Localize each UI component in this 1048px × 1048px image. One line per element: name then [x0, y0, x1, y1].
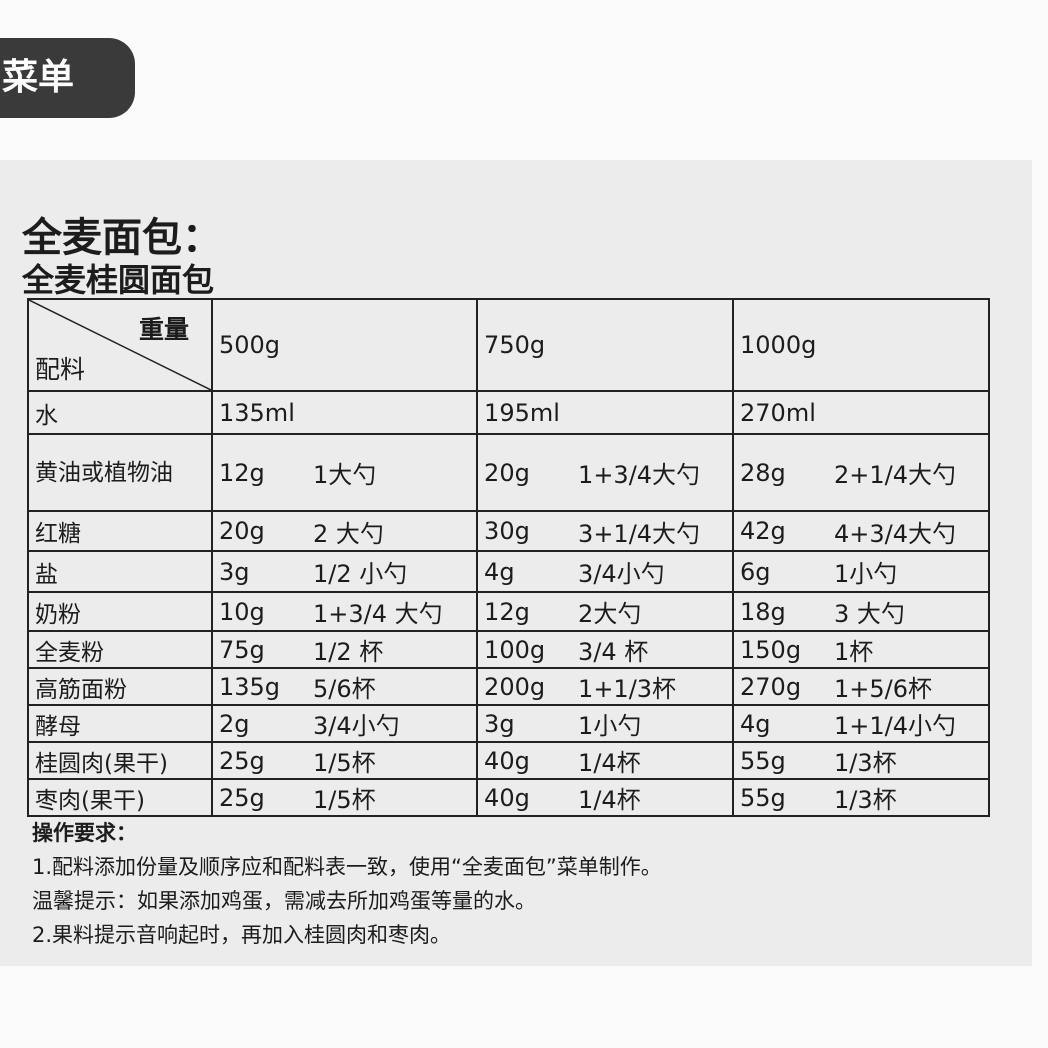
measure-cell: 1/3杯	[828, 778, 990, 817]
table-row: 桂圆肉(果干) 25g 1/5杯 40g 1/4杯 55g 1/3杯	[27, 741, 990, 780]
amount-cell: 150g	[732, 630, 829, 669]
table-header-row: 重量 配料 500g 750g 1000g	[27, 298, 990, 392]
amount-cell: 200g	[476, 667, 573, 706]
amount-cell: 75g	[211, 630, 307, 669]
recipe-title: 全麦桂圆面包	[22, 261, 215, 299]
measure-cell: 1小勺	[572, 704, 735, 743]
ingredient-name: 水	[27, 390, 213, 435]
ingredient-name: 盐	[27, 550, 213, 593]
measure-cell: 5/6杯	[307, 667, 479, 706]
note-line: 温馨提示：如果添加鸡蛋，需减去所加鸡蛋等量的水。	[32, 889, 536, 913]
measure-cell: 3 大勺	[828, 591, 990, 632]
amount-cell: 195ml	[476, 390, 735, 435]
amount-cell: 30g	[476, 510, 573, 552]
measure-cell: 1/2 小勺	[307, 550, 479, 593]
table-row: 高筋面粉 135g 5/6杯 200g 1+1/3杯 270g 1+5/6杯	[27, 667, 990, 706]
measure-cell: 2大勺	[572, 591, 735, 632]
measure-cell: 3/4小勺	[307, 704, 479, 743]
measure-cell: 1杯	[828, 630, 990, 669]
measure-cell: 1/2 杯	[307, 630, 479, 669]
notes-heading: 操作要求：	[32, 821, 137, 845]
measure-cell: 1大勺	[307, 433, 479, 512]
amount-cell: 6g	[732, 550, 829, 593]
amount-cell: 270ml	[732, 390, 990, 435]
amount-cell: 3g	[476, 704, 573, 743]
amount-cell: 100g	[476, 630, 573, 669]
measure-cell: 1+5/6杯	[828, 667, 990, 706]
recipe-category-title: 全麦面包：	[22, 215, 222, 261]
measure-cell: 3+1/4大勺	[572, 510, 735, 552]
measure-cell: 1/5杯	[307, 741, 479, 780]
measure-cell: 2+1/4大勺	[828, 433, 990, 512]
table-row: 盐 3g 1/2 小勺 4g 3/4小勺 6g 1小勺	[27, 550, 990, 593]
note-line: 1.配料添加份量及顺序应和配料表一致，使用“全麦面包”菜单制作。	[32, 855, 662, 879]
amount-cell: 55g	[732, 778, 829, 817]
table-row: 水 135ml 195ml 270ml	[27, 390, 990, 435]
corner-cell: 重量 配料	[27, 298, 213, 392]
measure-cell: 1/4杯	[572, 778, 735, 817]
measure-cell: 3/4 杯	[572, 630, 735, 669]
notes: 操作要求： 1.配料添加份量及顺序应和配料表一致，使用“全麦面包”菜单制作。 温…	[32, 816, 662, 952]
amount-cell: 25g	[211, 778, 307, 817]
size-header: 500g	[210, 298, 479, 392]
table-row: 奶粉 10g 1+3/4 大勺 12g 2大勺 18g 3 大勺	[27, 591, 990, 632]
ingredient-label: 配料	[35, 355, 86, 384]
amount-cell: 3g	[211, 550, 307, 593]
table-row: 酵母 2g 3/4小勺 3g 1小勺 4g 1+1/4小勺	[27, 704, 990, 743]
amount-cell: 135g	[211, 667, 307, 706]
ingredient-name: 枣肉(果干)	[27, 778, 213, 817]
amount-cell: 270g	[732, 667, 829, 706]
menu-tab: 菜单	[0, 38, 135, 118]
amount-cell: 40g	[476, 741, 573, 780]
amount-cell: 10g	[211, 591, 307, 632]
measure-cell: 1小勺	[828, 550, 990, 593]
ingredient-name: 黄油或植物油	[27, 433, 213, 512]
amount-cell: 135ml	[210, 390, 479, 435]
amount-cell: 4g	[476, 550, 573, 593]
amount-cell: 55g	[732, 741, 829, 780]
measure-cell: 1/5杯	[307, 778, 479, 817]
measure-cell: 1/3杯	[828, 741, 990, 780]
measure-cell: 1+3/4 大勺	[307, 591, 479, 632]
size-header: 1000g	[732, 298, 990, 392]
amount-cell: 40g	[476, 778, 573, 817]
amount-cell: 20g	[476, 433, 573, 512]
measure-cell: 1/4杯	[572, 741, 735, 780]
measure-cell: 4+3/4大勺	[828, 510, 990, 552]
amount-cell: 4g	[732, 704, 829, 743]
ingredient-name: 红糖	[27, 510, 213, 552]
ingredient-name: 高筋面粉	[27, 667, 213, 706]
amount-cell: 42g	[732, 510, 829, 552]
measure-cell: 1+1/4小勺	[828, 704, 990, 743]
amount-cell: 25g	[211, 741, 307, 780]
amount-cell: 28g	[732, 433, 829, 512]
measure-cell: 1+1/3杯	[572, 667, 735, 706]
measure-cell: 2 大勺	[307, 510, 479, 552]
table-row: 枣肉(果干) 25g 1/5杯 40g 1/4杯 55g 1/3杯	[27, 778, 990, 817]
table-row: 黄油或植物油 12g 1大勺 20g 1+3/4大勺 28g 2+1/4大勺	[27, 433, 990, 512]
ingredient-name: 奶粉	[27, 591, 213, 632]
measure-cell: 1+3/4大勺	[572, 433, 735, 512]
table-row: 全麦粉 75g 1/2 杯 100g 3/4 杯 150g 1杯	[27, 630, 990, 669]
amount-cell: 2g	[211, 704, 307, 743]
amount-cell: 12g	[476, 591, 573, 632]
ingredient-name: 全麦粉	[27, 630, 213, 669]
amount-cell: 20g	[211, 510, 307, 552]
size-header: 750g	[476, 298, 735, 392]
ingredient-name: 酵母	[27, 704, 213, 743]
table-row: 红糖 20g 2 大勺 30g 3+1/4大勺 42g 4+3/4大勺	[27, 510, 990, 552]
measure-cell: 3/4小勺	[572, 550, 735, 593]
weight-label: 重量	[138, 315, 189, 344]
amount-cell: 18g	[732, 591, 829, 632]
amount-cell: 12g	[211, 433, 307, 512]
ingredient-table: 重量 配料 500g 750g 1000g 水 135ml 195ml 270ml 黄油…	[27, 298, 990, 817]
diagonal-line	[29, 300, 211, 390]
note-line: 2.果料提示音响起时，再加入桂圆肉和枣肉。	[32, 923, 452, 947]
ingredient-name: 桂圆肉(果干)	[27, 741, 213, 780]
